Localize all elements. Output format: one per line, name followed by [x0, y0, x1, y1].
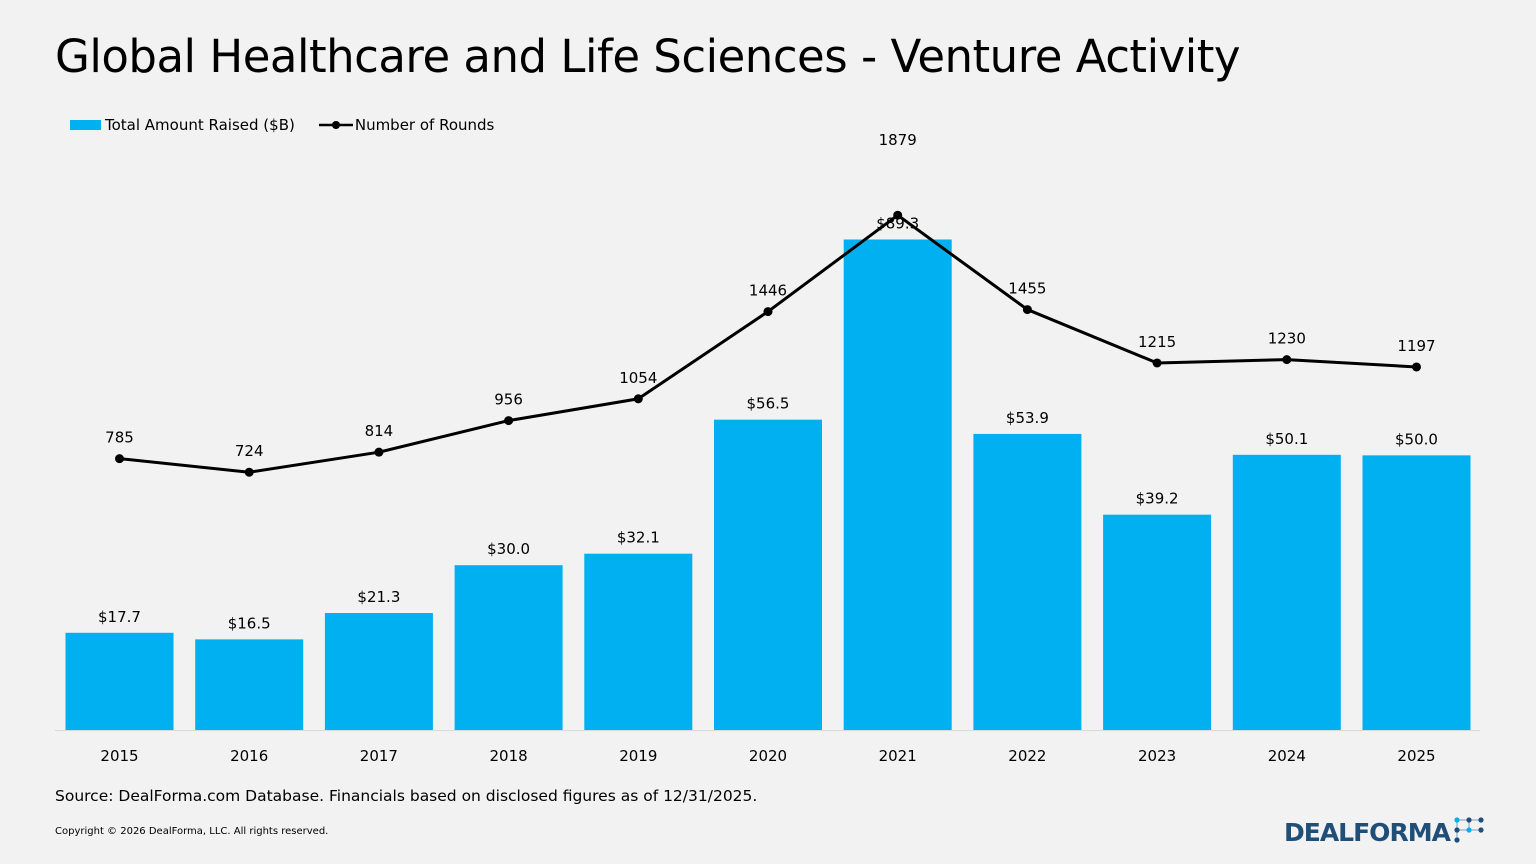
chart-legend: Total Amount Raised ($B) Number of Round…	[70, 116, 518, 134]
legend-label-rounds: Number of Rounds	[354, 116, 495, 134]
rounds-point-2021	[893, 210, 903, 220]
rounds-point-2020	[763, 307, 773, 317]
x-tick-label-2016: 2016	[230, 747, 268, 765]
x-tick-label-2023: 2023	[1138, 747, 1176, 765]
x-tick-label-2022: 2022	[1008, 747, 1046, 765]
bar-2022	[973, 433, 1082, 730]
bar-2019	[584, 553, 693, 730]
x-tick-label-2019: 2019	[619, 747, 657, 765]
x-tick-label-2018: 2018	[490, 747, 528, 765]
rounds-point-2015	[115, 454, 124, 464]
x-tick-label-2015: 2015	[100, 747, 138, 765]
rounds-label-2020: 1446	[749, 282, 787, 300]
bar-2015	[65, 632, 174, 730]
logo-text: DEALFORMA	[1284, 818, 1451, 847]
legend-bar-swatch	[70, 120, 101, 130]
rounds-point-2016	[244, 467, 254, 477]
chart-title: Global Healthcare and Life Sciences - Ve…	[55, 30, 1241, 83]
bar-label-2018: $30.0	[487, 540, 530, 558]
bar-2025	[1362, 455, 1471, 730]
bar-2021	[843, 239, 952, 730]
rounds-label-2015: 785	[105, 429, 134, 447]
bar-label-2025: $50.0	[1395, 430, 1438, 448]
x-tick-label-2025: 2025	[1397, 747, 1435, 765]
network-nodes-icon	[1454, 817, 1484, 843]
rounds-label-2022: 1455	[1008, 280, 1046, 298]
x-tick-label-2020: 2020	[749, 747, 787, 765]
bar-2016	[195, 639, 304, 730]
bar-label-2017: $21.3	[357, 588, 400, 606]
bar-2020	[714, 419, 822, 730]
rounds-label-2024: 1230	[1268, 330, 1306, 348]
legend-line-swatch	[318, 121, 353, 129]
bar-2023	[1103, 514, 1212, 730]
rounds-label-2017: 814	[365, 422, 394, 440]
bar-2024	[1232, 454, 1341, 730]
rounds-label-2016: 724	[235, 442, 264, 460]
rounds-label-2025: 1197	[1397, 337, 1435, 355]
rounds-point-2019	[633, 394, 643, 404]
bar-label-2023: $39.2	[1136, 490, 1179, 508]
legend-item-amount: Total Amount Raised ($B)	[70, 116, 295, 134]
rounds-point-2023	[1152, 358, 1162, 368]
bar-label-2019: $32.1	[617, 529, 660, 547]
bar-label-2016: $16.5	[228, 614, 271, 632]
source-note: Source: DealForma.com Database. Financia…	[55, 787, 758, 805]
bar-label-2020: $56.5	[747, 395, 790, 413]
legend-label-amount: Total Amount Raised ($B)	[105, 116, 295, 134]
bar-label-2024: $50.1	[1265, 430, 1308, 448]
rounds-label-2021: 1879	[879, 131, 917, 149]
rounds-point-2017	[374, 447, 384, 457]
x-tick-label-2024: 2024	[1268, 747, 1306, 765]
rounds-point-2018	[504, 416, 514, 426]
copyright-note: Copyright © 2026 DealForma, LLC. All rig…	[55, 826, 329, 837]
x-tick-label-2017: 2017	[360, 747, 398, 765]
rounds-label-2019: 1054	[619, 369, 657, 387]
rounds-point-2025	[1412, 362, 1421, 372]
bar-label-2022: $53.9	[1006, 409, 1049, 427]
rounds-point-2022	[1022, 305, 1032, 315]
rounds-label-2023: 1215	[1138, 333, 1176, 351]
bar-2017	[324, 613, 433, 730]
bar-2018	[454, 565, 563, 730]
bar-label-2015: $17.7	[98, 608, 141, 626]
bar-label-2021: $89.3	[876, 215, 919, 233]
dealforma-logo: DEALFORMA	[1284, 814, 1487, 852]
rounds-point-2024	[1282, 355, 1292, 365]
legend-item-rounds: Number of Rounds	[318, 116, 495, 134]
x-tick-label-2021: 2021	[879, 747, 917, 765]
rounds-label-2018: 956	[494, 391, 523, 409]
